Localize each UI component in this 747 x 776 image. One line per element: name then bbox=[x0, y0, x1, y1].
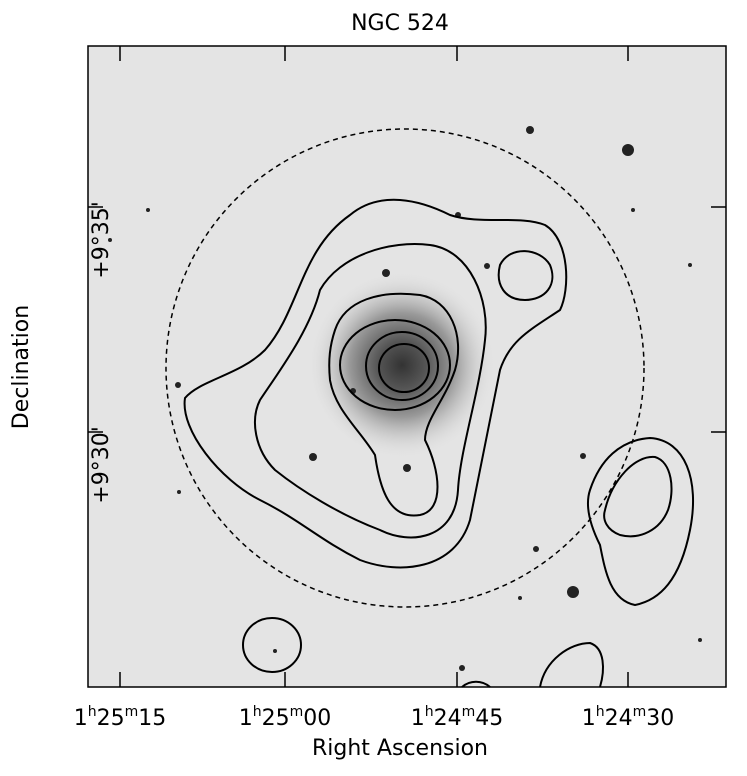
tick-label-part: 45 bbox=[475, 706, 503, 731]
tick-label-part: 24 bbox=[434, 706, 462, 731]
tick-label-part: 00 bbox=[303, 706, 331, 731]
x-tick-labels: 1h25m15 1h25m00 1h24m45 1h24m30 bbox=[74, 704, 675, 731]
title: NGC 524 bbox=[351, 11, 449, 36]
x-tick-label: 1h24m45 bbox=[411, 704, 504, 731]
contours bbox=[165, 128, 694, 688]
tick-label-part: h bbox=[425, 704, 434, 720]
x-axis-label: Right Ascension bbox=[312, 736, 488, 761]
y-tick-label: +9°35' bbox=[89, 201, 114, 278]
tick-label-part: 15 bbox=[138, 706, 166, 731]
tick-label-part: m bbox=[125, 704, 139, 720]
tick-label-part: m bbox=[462, 704, 476, 720]
tick-label-part: 1 bbox=[239, 706, 253, 731]
tick-label-part: h bbox=[596, 704, 605, 720]
tick-label-part: 24 bbox=[605, 706, 633, 731]
x-tick-label: 1h25m00 bbox=[239, 704, 332, 731]
plot-frame bbox=[87, 45, 727, 688]
tick-label-part: 25 bbox=[97, 706, 125, 731]
tick-marks bbox=[88, 46, 726, 687]
x-tick-label: 1h25m15 bbox=[74, 704, 167, 731]
tick-label-part: 30 bbox=[646, 706, 674, 731]
tick-label-part: 1 bbox=[74, 706, 88, 731]
tick-label-part: m bbox=[633, 704, 647, 720]
tick-label-part: 1 bbox=[411, 706, 425, 731]
sky-image bbox=[88, 46, 726, 687]
tick-label-part: m bbox=[290, 704, 304, 720]
tick-label-part: h bbox=[88, 704, 97, 720]
tick-label-part: 1 bbox=[582, 706, 596, 731]
x-tick-label: 1h24m30 bbox=[582, 704, 675, 731]
tick-label-part: h bbox=[253, 704, 262, 720]
y-tick-label: +9°30' bbox=[89, 426, 114, 503]
y-axis-label: Declination bbox=[9, 305, 34, 429]
tick-label-part: 25 bbox=[262, 706, 290, 731]
